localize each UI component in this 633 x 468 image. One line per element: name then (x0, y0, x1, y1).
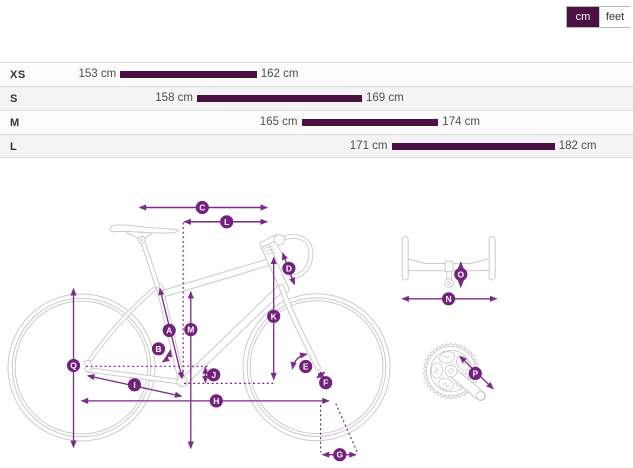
svg-text:D: D (286, 263, 292, 273)
svg-text:J: J (211, 370, 216, 380)
svg-text:H: H (213, 396, 219, 406)
svg-text:Q: Q (70, 361, 77, 371)
svg-text:I: I (133, 380, 135, 390)
svg-text:K: K (271, 311, 278, 321)
svg-text:B: B (155, 344, 161, 354)
svg-text:N: N (446, 294, 452, 304)
svg-text:A: A (166, 325, 172, 335)
svg-text:O: O (457, 269, 464, 279)
svg-text:G: G (336, 450, 343, 460)
svg-text:M: M (187, 325, 194, 335)
svg-text:C: C (199, 203, 205, 213)
svg-text:E: E (303, 362, 309, 372)
svg-text:P: P (472, 368, 478, 378)
svg-text:L: L (224, 217, 229, 227)
svg-text:F: F (323, 378, 328, 388)
